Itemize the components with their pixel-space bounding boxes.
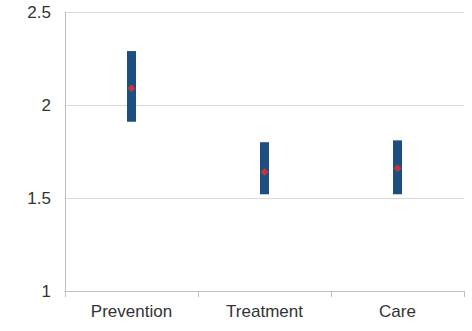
svg-text:1: 1 [42, 282, 51, 301]
svg-text:Treatment: Treatment [226, 302, 303, 321]
svg-text:1.5: 1.5 [27, 189, 51, 208]
svg-text:2: 2 [42, 96, 51, 115]
svg-text:Care: Care [379, 302, 416, 321]
svg-text:2.5: 2.5 [27, 3, 51, 22]
svg-text:Prevention: Prevention [91, 302, 172, 321]
